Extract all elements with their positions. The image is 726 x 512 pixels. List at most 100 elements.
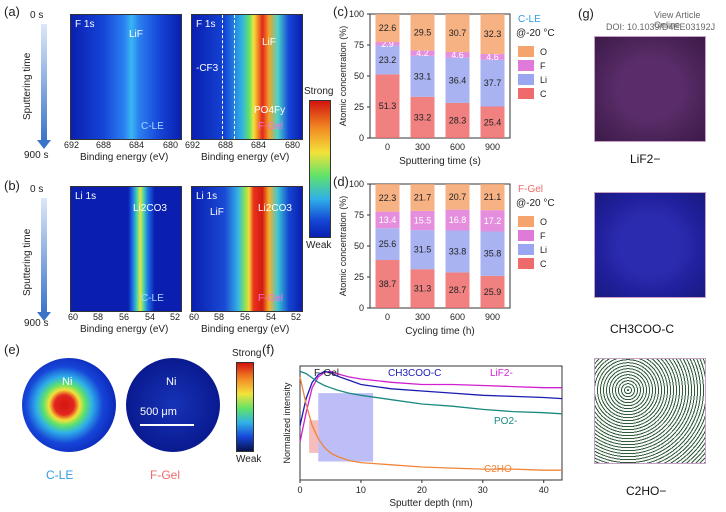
colorbar-e-top: Strong — [232, 348, 262, 359]
legend-label-O: O — [540, 47, 547, 57]
bar-value-F-0: 13.4 — [379, 215, 397, 225]
x-tick-label: 300 — [415, 312, 430, 322]
legend-label-LiF2-: LiF2- — [490, 368, 513, 379]
bar-C-0 — [375, 260, 400, 308]
bar-Li-900 — [480, 59, 505, 107]
bar-value-O-900: 21.1 — [484, 192, 502, 202]
heatmap-a-fgel-element: F 1s — [196, 19, 216, 30]
scale-bar — [140, 424, 194, 426]
panel-a-label: (a) — [4, 4, 20, 19]
y-tick-label: 25 — [354, 272, 364, 282]
x-tick-label: 0 — [385, 312, 390, 322]
legend-label-F: F — [540, 61, 546, 71]
bar-value-F-600: 4.6 — [451, 50, 464, 60]
x-tick-label: 20 — [417, 485, 427, 495]
x-tick-label: 0 — [385, 142, 390, 152]
bar-value-O-900: 32.3 — [484, 29, 502, 39]
map-e-fgel: Ni 500 μm — [126, 358, 220, 452]
heatmap-b-fgel-ann-lif: LiF — [210, 207, 224, 218]
bar-value-C-600: 28.7 — [449, 285, 467, 295]
watermark-line1: View Article Online — [654, 10, 701, 30]
sputter-label-a: Sputtering time — [22, 52, 33, 120]
bar-O-900 — [480, 14, 505, 55]
cube-c2ho — [594, 358, 706, 464]
y-tick-label: 100 — [349, 9, 364, 19]
heatmap-a-cle-element: F 1s — [75, 19, 95, 30]
bar-value-O-0: 22.3 — [379, 193, 397, 203]
bar-value-Li-600: 33.8 — [449, 246, 467, 256]
bar-C-0 — [375, 74, 400, 138]
bar-value-O-300: 29.5 — [414, 27, 432, 37]
legend-condition: @-20 °C — [516, 28, 555, 39]
series-CH3COO-C — [299, 370, 563, 426]
legend-swatch-O — [518, 46, 534, 57]
bar-value-Li-300: 31.5 — [414, 245, 432, 255]
bar-value-Li-300: 33.1 — [414, 71, 432, 81]
bar-F-900 — [480, 210, 505, 232]
heatmap-b-cle-element: Li 1s — [75, 191, 97, 202]
sputter-bottom-a: 900 s — [24, 150, 49, 161]
sputter-top-b: 0 s — [30, 184, 44, 195]
legend-swatch-C — [518, 88, 534, 99]
legend-swatch-Li — [518, 74, 534, 85]
cube-ch3coo-label: CH3COO-C — [610, 322, 675, 336]
heatmap-b-cle-ann-li2co3: Li2CO3 — [133, 203, 167, 214]
y-tick-label: 50 — [354, 71, 364, 81]
legend-label-C2HO-: C2HO- — [484, 464, 515, 475]
map-e-fgel-label: F-Gel — [150, 468, 180, 482]
bar-C-900 — [480, 275, 505, 308]
bar-C-600 — [445, 102, 470, 138]
bar-F-600 — [445, 209, 470, 231]
heatmap-a-fgel-xlabel: Binding energy (eV) — [201, 152, 290, 163]
legend-label-C: C — [540, 259, 547, 269]
bar-value-F-300: 15.5 — [414, 216, 432, 226]
sputter-bottom-b: 900 s — [24, 318, 49, 329]
bar-Li-900 — [480, 231, 505, 276]
legend-label-CH3COO-C: CH3COO-C — [388, 368, 441, 379]
x-tick-label: 30 — [478, 485, 488, 495]
y-tick-label: 75 — [354, 210, 364, 220]
bar-F-900 — [480, 54, 505, 60]
heatmap-a-cle: F 1s LiF C-LE — [70, 14, 182, 140]
bar-value-C-0: 51.3 — [379, 101, 397, 111]
bar-value-O-600: 20.7 — [449, 192, 467, 202]
x-tick-label: 300 — [415, 142, 430, 152]
legend-swatch-F — [518, 60, 534, 71]
bar-Li-0 — [375, 228, 400, 261]
bar-F-0 — [375, 42, 400, 46]
heatmap-b-cle-xlabel: Binding energy (eV) — [80, 324, 169, 335]
bar-O-0 — [375, 184, 400, 212]
x-tick-label: 40 — [539, 485, 549, 495]
heatmap-a-fgel-tag: F-Gel — [258, 121, 283, 132]
heatmap-a-cle-xlabel: Binding energy (eV) — [80, 152, 169, 163]
legend-label-Li: Li — [540, 75, 547, 85]
bar-value-C-300: 33.2 — [414, 112, 432, 122]
y-axis-label: Normalized intensity — [282, 382, 292, 464]
bar-value-Li-600: 36.4 — [449, 75, 467, 85]
heatmap-b-fgel: Li 1s LiF Li2CO3 F-Gel — [191, 186, 303, 312]
legend-swatch-O — [518, 216, 534, 227]
heatmap-a-fgel-ann-lif: LiF — [262, 37, 276, 48]
bar-F-300 — [410, 210, 435, 231]
legend-label-O: O — [540, 217, 547, 227]
chart-title: F-Gel — [314, 368, 339, 379]
map-e-cle-label: C-LE — [46, 468, 74, 482]
bar-value-O-600: 30.7 — [449, 28, 467, 38]
panel-b-label: (b) — [4, 178, 20, 193]
bar-C-900 — [480, 106, 505, 138]
series-C2HO- — [299, 376, 562, 471]
bar-value-O-300: 21.7 — [414, 192, 432, 202]
panel-f-label: (f) — [262, 342, 275, 357]
x-axis-label: Sputter depth (nm) — [389, 498, 472, 508]
bar-value-F-300: 4.2 — [416, 48, 429, 58]
bar-O-300 — [410, 184, 435, 211]
panel-e-label: (e) — [4, 342, 20, 357]
heatmap-b-fgel-xlabel: Binding energy (eV) — [201, 324, 290, 335]
x-tick-label: 600 — [450, 142, 465, 152]
y-tick-label: 50 — [354, 241, 364, 251]
scale-bar-label: 500 μm — [140, 406, 177, 418]
y-axis-label: Atomic concentration (%) — [338, 196, 348, 297]
bar-O-600 — [445, 184, 470, 210]
bar-O-600 — [445, 14, 470, 53]
